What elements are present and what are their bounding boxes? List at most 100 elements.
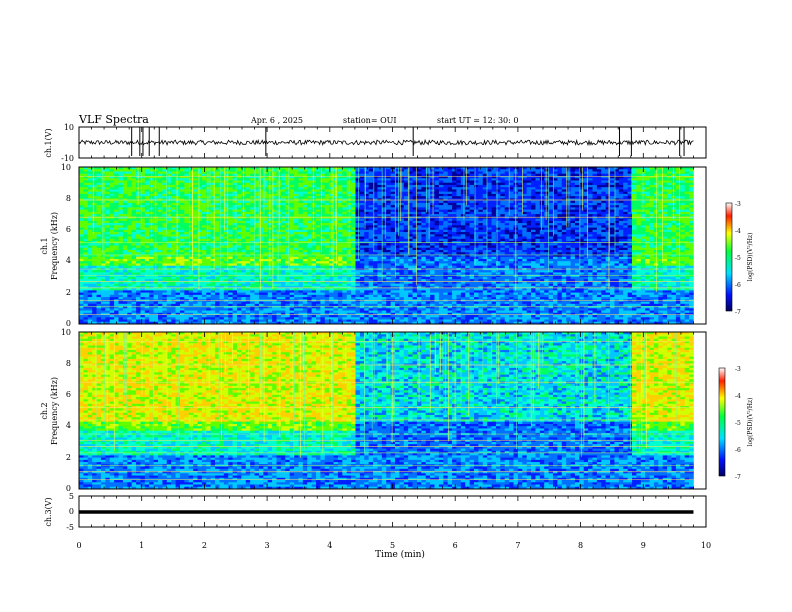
spectrogram-cell	[386, 203, 391, 206]
spectrogram-cell	[101, 221, 106, 224]
spectrogram-cell	[149, 250, 154, 253]
spectrogram-cell	[373, 293, 378, 296]
spectrogram-cell	[241, 259, 246, 262]
spectrogram-cell	[79, 203, 84, 206]
spectrogram-cell	[369, 237, 374, 240]
spectrogram-cell	[281, 259, 286, 262]
spectrogram-cell	[158, 288, 163, 291]
spectrogram-cell	[189, 272, 194, 275]
spectrogram-cell	[307, 232, 312, 235]
spectrogram-cell	[119, 178, 124, 181]
spectrogram-cell	[198, 288, 203, 291]
spectrogram-cell	[180, 284, 185, 287]
spectrogram-cell	[290, 192, 295, 195]
spectrogram-cell	[377, 223, 382, 226]
spectrogram-cell	[140, 272, 145, 275]
spectrogram-cell	[312, 225, 317, 228]
spectrogram-cell	[180, 266, 185, 269]
spectrogram-cell	[259, 187, 264, 190]
spectrogram-cell	[101, 308, 106, 311]
spectrogram-cell	[92, 201, 97, 204]
spectrogram-cell	[228, 192, 233, 195]
spectrogram-cell	[290, 246, 295, 249]
spectrogram-cell	[180, 304, 185, 307]
spectrogram-cell	[176, 232, 181, 235]
spectrogram-cell	[356, 212, 361, 215]
spectrogram-cell	[285, 293, 290, 296]
spectrogram-cell	[303, 293, 308, 296]
spectrogram-cell	[360, 221, 365, 224]
spectrogram-cell	[228, 277, 233, 280]
spectrogram-cell	[360, 261, 365, 264]
spectrogram-cell	[158, 225, 163, 228]
spectrogram-cell	[312, 263, 317, 266]
spectrogram-cell	[233, 237, 238, 240]
spectrogram-cell	[83, 272, 88, 275]
spectrogram-cell	[171, 270, 176, 273]
spectrogram-cell	[237, 263, 242, 266]
spectrogram-cell	[312, 317, 317, 320]
spectrogram-cell	[92, 234, 97, 237]
spectrogram-cell	[250, 246, 255, 249]
spectrogram-cell	[97, 232, 102, 235]
spectrogram-cell	[202, 183, 207, 186]
spectrogram-cell	[325, 277, 330, 280]
spectrogram-cell	[149, 297, 154, 300]
spectrogram-cell	[127, 189, 132, 192]
spectrogram-cell	[136, 290, 141, 293]
spectrogram-cell	[211, 250, 216, 253]
spectrogram-cell	[281, 230, 286, 233]
spectrogram-cell	[373, 304, 378, 307]
spectrogram-cell	[83, 252, 88, 255]
spectrogram-cell	[206, 230, 211, 233]
spectrogram-cell	[123, 192, 128, 195]
spectrogram-cell	[298, 288, 303, 291]
spectrogram-cell	[281, 212, 286, 215]
spectrogram-cell	[171, 180, 176, 183]
ch1-spectrogram-panel: 0 2 4 6 8 10 ch.1 Frequency (kHz) -3 -4 …	[40, 163, 754, 328]
spectrogram-cell	[145, 266, 150, 269]
spectrogram-cell	[162, 252, 167, 255]
spectrogram-cell	[105, 302, 110, 305]
spectrogram-cell	[180, 302, 185, 305]
spectrogram-cell	[219, 277, 224, 280]
spectrogram-cell	[83, 290, 88, 293]
spectrogram-cell	[180, 207, 185, 210]
spectrogram-cell	[110, 194, 115, 197]
spectrogram-cell	[211, 239, 216, 242]
spectrogram-cell	[338, 230, 343, 233]
spectrogram-cell	[97, 290, 102, 293]
spectrogram-cell	[307, 234, 312, 237]
spectrogram-cell	[250, 203, 255, 206]
spectrogram-cell	[184, 180, 189, 183]
spectrogram-cell	[136, 228, 141, 231]
spectrogram-cell	[171, 290, 176, 293]
spectrogram-cell	[224, 290, 229, 293]
spectrogram-cell	[132, 196, 137, 199]
spectrogram-cell	[303, 212, 308, 215]
spectrogram-cell	[83, 239, 88, 242]
spectrogram-cell	[237, 317, 242, 320]
spectrogram-cell	[228, 304, 233, 307]
spectrogram-cell	[206, 234, 211, 237]
spectrogram-cell	[356, 221, 361, 224]
spectrogram-cell	[263, 259, 268, 262]
spectrogram-cell	[246, 252, 251, 255]
spectrogram-cell	[320, 257, 325, 260]
spectrogram-cell	[136, 205, 141, 208]
spectrogram-cell	[83, 277, 88, 280]
spectrogram-cell	[325, 219, 330, 222]
spectrogram-cell	[123, 205, 128, 208]
spectrogram-cell	[272, 293, 277, 296]
spectrogram-cell	[105, 293, 110, 296]
spectrogram-cell	[369, 317, 374, 320]
spectrogram-cell	[298, 295, 303, 298]
spectrogram-cell	[119, 290, 124, 293]
spectrogram-cell	[105, 185, 110, 188]
spectrogram-cell	[149, 272, 154, 275]
spectrogram-cell	[298, 169, 303, 172]
spectrogram-cell	[219, 297, 224, 300]
spectrogram-cell	[176, 237, 181, 240]
spectrogram-cell	[294, 207, 299, 210]
spectrogram-cell	[180, 308, 185, 311]
